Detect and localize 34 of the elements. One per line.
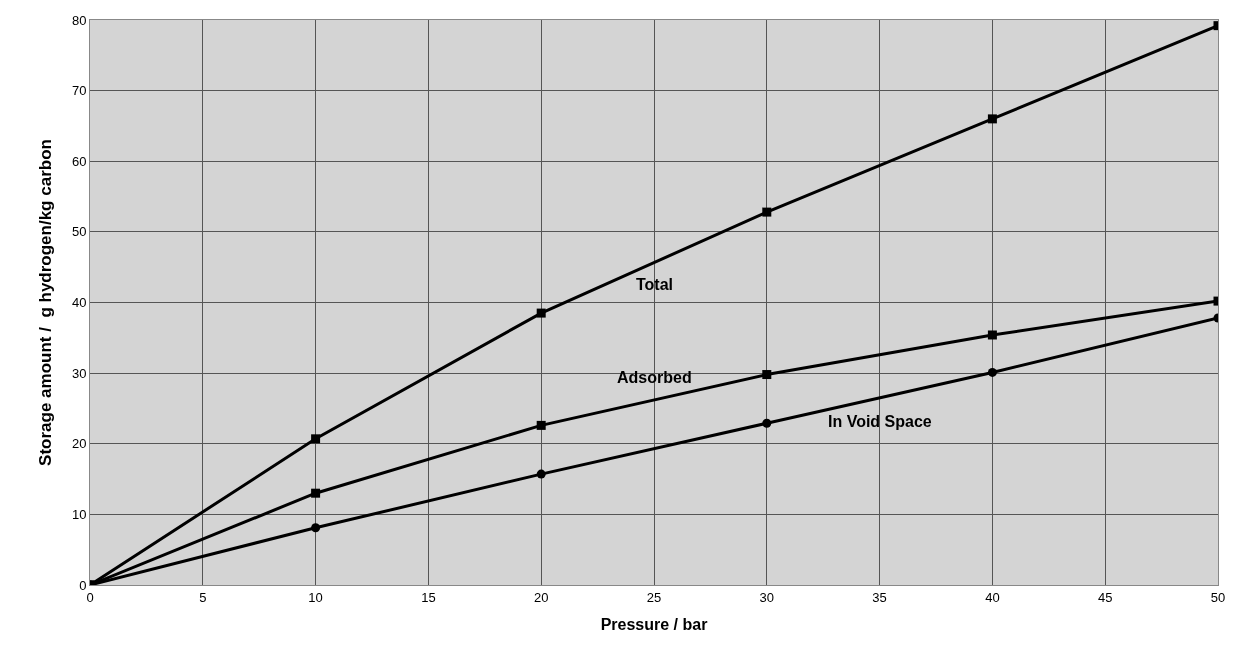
point [762, 418, 772, 428]
y-tick-label: 0 [79, 577, 87, 593]
x-axis-title: Pressure / bar [600, 616, 708, 634]
x-tick-label: 25 [646, 589, 662, 605]
y-axis-title: Storage amount / g hydrogen/kg carbon [36, 139, 56, 466]
point [987, 114, 997, 124]
point [762, 370, 772, 380]
series-label: In Void Space [828, 413, 932, 430]
x-tick-label: 15 [421, 589, 436, 605]
point [987, 367, 997, 377]
y-tick-label: 70 [71, 83, 87, 99]
x-tick-label: 45 [1097, 589, 1113, 605]
point [311, 523, 321, 533]
y-tick-label: 20 [71, 436, 87, 452]
point [536, 420, 546, 430]
x-tick-label: 10 [308, 589, 323, 605]
y-tick-label: 80 [71, 12, 87, 28]
y-tick-label: 40 [71, 295, 87, 311]
point [311, 434, 321, 444]
y-tick-label: 50 [71, 224, 87, 240]
y-tick-label: 10 [71, 506, 87, 522]
point [311, 488, 321, 498]
point [762, 207, 772, 217]
x-tick-label: 20 [533, 589, 549, 605]
y-tick-label: 30 [71, 365, 87, 381]
x-tick-label: 5 [199, 589, 207, 605]
x-tick-label: 30 [759, 589, 775, 605]
x-tick-label: 40 [985, 589, 1000, 605]
y-tick-label: 60 [71, 153, 87, 169]
point [536, 469, 546, 479]
x-tick-label: 50 [1210, 589, 1226, 605]
point [536, 308, 546, 318]
x-tick-label: 35 [872, 589, 887, 605]
point [987, 330, 997, 340]
